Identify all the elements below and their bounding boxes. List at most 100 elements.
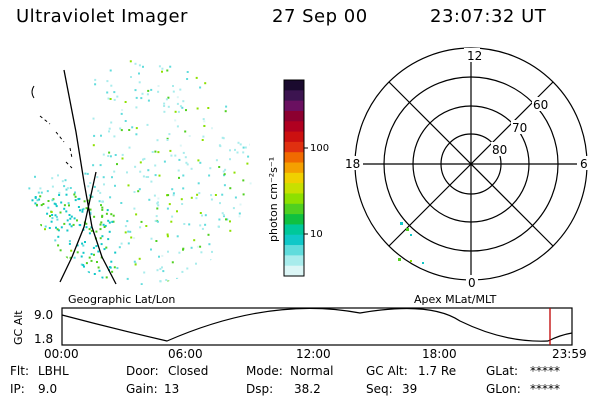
uv-pixel — [221, 193, 224, 196]
uv-pixel — [76, 219, 78, 222]
uv-pixel — [153, 194, 156, 197]
uv-pixel — [63, 207, 66, 210]
uv-pixel — [163, 110, 166, 113]
uv-pixel — [169, 149, 172, 152]
uv-pixel — [203, 125, 206, 127]
uv-pixel — [106, 209, 109, 212]
uv-pixel — [238, 215, 241, 218]
uv-pixel — [238, 212, 241, 215]
uv-pixel — [222, 214, 225, 217]
uv-pixel — [51, 214, 54, 216]
uv-pixel — [234, 148, 236, 151]
ip-value: 9.0 — [38, 382, 58, 396]
uv-pixel — [226, 218, 229, 221]
uv-pixel — [197, 182, 200, 185]
dsp-label: Dsp: — [246, 382, 274, 396]
uv-pixel — [106, 91, 109, 94]
uv-pixel — [195, 262, 197, 265]
colorbar-frame — [283, 79, 305, 277]
uv-pixel — [172, 194, 175, 197]
uv-pixel — [150, 88, 153, 91]
uv-pixel — [165, 98, 168, 101]
uv-pixel — [90, 229, 93, 232]
uv-pixel — [157, 85, 160, 87]
uv-pixel — [242, 193, 245, 196]
uv-pixel — [222, 137, 225, 140]
uv-pixel — [157, 151, 160, 154]
uv-pixel — [139, 161, 142, 164]
uv-pixel — [199, 161, 202, 164]
uv-pixel — [151, 151, 154, 153]
uv-pixel — [97, 266, 100, 269]
uv-pixel — [182, 151, 185, 154]
uv-pixel — [67, 202, 70, 205]
emission-pixel — [406, 228, 409, 231]
gain-value: 13 — [164, 382, 180, 396]
uv-pixel — [63, 222, 66, 225]
uv-pixel — [84, 241, 86, 243]
uv-pixel — [218, 225, 220, 228]
uv-pixel — [110, 84, 113, 87]
uv-pixel — [211, 250, 213, 253]
uv-pixel — [201, 214, 203, 217]
colorbar-color-band — [284, 110, 304, 122]
colorbar-color-band — [284, 131, 304, 143]
uv-pixel — [166, 235, 169, 238]
uv-pixel — [60, 201, 63, 204]
uv-pixel — [127, 242, 130, 245]
uv-pixel — [107, 238, 110, 241]
uv-pixel — [161, 67, 164, 70]
uv-pixel — [165, 279, 168, 281]
uv-pixel — [176, 102, 179, 105]
colorbar-color-band — [284, 90, 304, 102]
uv-pixel — [177, 110, 180, 113]
terminator-line — [59, 171, 97, 283]
uv-pixel — [90, 259, 93, 262]
uv-pixel — [65, 193, 68, 196]
uv-pixel — [112, 214, 115, 217]
uv-pixel — [93, 215, 96, 218]
gcalt-label: GC Alt: — [366, 364, 408, 378]
mlt-label-bottom: 0 — [468, 276, 476, 290]
uv-pixel — [101, 235, 104, 238]
uv-pixel — [143, 157, 146, 160]
uv-pixel — [183, 223, 186, 225]
uv-pixel — [70, 225, 73, 228]
uv-pixel — [106, 80, 109, 83]
uv-pixel — [233, 171, 236, 174]
uv-pixel — [113, 91, 116, 94]
uv-pixel — [134, 89, 137, 92]
uv-pixel — [58, 191, 61, 194]
uv-pixel — [114, 251, 117, 254]
uv-pixel — [168, 133, 171, 136]
uv-pixel — [88, 232, 91, 235]
uv-pixel — [46, 212, 49, 215]
uv-pixel — [116, 95, 119, 98]
uv-pixel — [150, 180, 153, 183]
coast-dashed-line — [39, 115, 73, 169]
apex-polar-panel: 12 18 6 0 60 70 80 — [343, 47, 591, 290]
label-bg — [577, 156, 591, 170]
uv-pixel — [111, 220, 114, 223]
uv-pixel — [108, 221, 111, 224]
uv-pixel — [109, 98, 112, 100]
uv-pixel — [110, 213, 113, 216]
uv-pixel — [163, 160, 166, 163]
uv-pixel — [171, 188, 174, 191]
uv-pixel — [145, 176, 148, 178]
emission-pixel — [410, 260, 412, 262]
uv-pixel — [101, 200, 104, 203]
uv-pixel — [99, 191, 102, 194]
uv-pixel — [135, 213, 138, 216]
uv-pixel — [211, 127, 213, 130]
emission-pixel — [410, 234, 412, 236]
uv-pixel — [167, 105, 170, 108]
uv-pixel — [158, 255, 160, 258]
uv-pixel — [76, 244, 79, 247]
uv-pixel — [92, 117, 95, 120]
uv-pixel — [215, 159, 218, 162]
uv-pixel — [176, 96, 179, 99]
uv-pixel — [181, 270, 184, 273]
colorbar-color-band — [284, 183, 304, 195]
uv-pixel — [147, 169, 150, 172]
